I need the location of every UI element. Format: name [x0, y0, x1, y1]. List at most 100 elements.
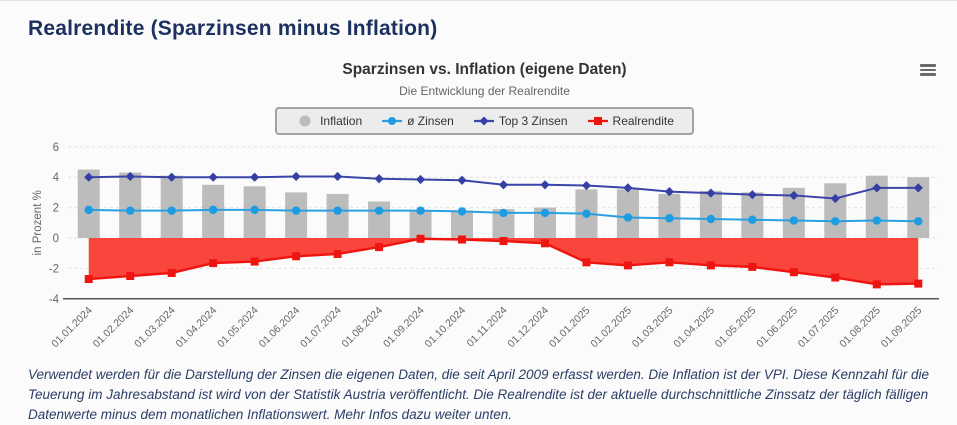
avg-zinsen-point[interactable] [872, 216, 881, 225]
realrendite-point[interactable] [499, 237, 508, 246]
top3-zinsen-point[interactable] [913, 183, 923, 193]
avg-zinsen-point[interactable] [789, 216, 799, 225]
chart-title: Sparzinsen vs. Inflation (eigene Daten) [342, 61, 627, 78]
realrendite-point[interactable] [748, 262, 757, 271]
top3-zinsen-point[interactable] [291, 171, 301, 182]
inflation-bar[interactable] [492, 209, 515, 238]
chart-description: Verwendet werden für die Darstellung der… [28, 367, 929, 422]
top3-zinsen-point[interactable] [332, 171, 343, 182]
legend-item-inflation[interactable]: Inflation [285, 112, 372, 130]
top3-zinsen-point[interactable] [872, 183, 882, 193]
avg-zinsen-point[interactable] [250, 205, 259, 215]
avg-zinsen-point[interactable] [374, 206, 384, 215]
x-tick-label: 01.07.2024 [298, 304, 344, 350]
inflation-bar[interactable] [285, 192, 308, 238]
top3-zinsen-point[interactable] [250, 172, 260, 182]
avg-zinsen-point[interactable] [665, 214, 674, 223]
top3-zinsen-point[interactable] [84, 172, 94, 182]
avg-zinsen-legend-marker-icon [382, 117, 403, 125]
avg-zinsen-point[interactable] [416, 206, 425, 215]
inflation-bar[interactable] [451, 210, 474, 238]
realrendite-point[interactable] [623, 261, 632, 270]
top3-zinsen-point[interactable] [789, 190, 799, 201]
realrendite-point[interactable] [416, 234, 425, 243]
top3-zinsen-point[interactable] [457, 175, 467, 185]
top3-zinsen-point[interactable] [747, 190, 757, 200]
avg-zinsen-point[interactable] [126, 206, 135, 215]
top3-zinsen-point[interactable] [540, 180, 550, 190]
realrendite-point[interactable] [914, 279, 923, 288]
avg-zinsen-point[interactable] [831, 217, 840, 226]
top3-zinsen-point[interactable] [706, 188, 716, 198]
series-avg-zinsen[interactable] [84, 205, 923, 226]
inflation-bar[interactable] [824, 183, 847, 238]
legend-item-realrendite[interactable]: Realrendite [578, 112, 684, 130]
x-tick-label: 01.06.2024 [257, 304, 303, 350]
inflation-bar[interactable] [907, 177, 930, 238]
avg-zinsen-point[interactable] [582, 209, 591, 218]
avg-zinsen-point[interactable] [333, 206, 342, 215]
avg-zinsen-point[interactable] [84, 205, 93, 215]
inflation-bar[interactable] [782, 187, 805, 238]
x-tick-label: 01.09.2024 [381, 304, 427, 350]
top3-zinsen-point[interactable] [830, 193, 840, 204]
chart-context-menu-button[interactable] [917, 60, 939, 78]
x-tick-label: 01.03.2025 [630, 304, 676, 350]
avg-zinsen-point[interactable] [540, 208, 550, 218]
avg-zinsen-point[interactable] [623, 213, 633, 222]
legend-item-avg-zinsen[interactable]: ø Zinsen [372, 112, 464, 130]
series-top3-zinsen[interactable] [84, 171, 923, 204]
avg-zinsen-point[interactable] [706, 214, 716, 224]
avg-zinsen-point[interactable] [291, 206, 301, 215]
realrendite-point[interactable] [540, 239, 549, 248]
inflation-bar[interactable] [865, 175, 888, 238]
top3-zinsen-point[interactable] [664, 187, 675, 197]
avg-zinsen-point[interactable] [208, 205, 218, 215]
top3-zinsen-point[interactable] [498, 180, 509, 190]
avg-zinsen-point[interactable] [457, 207, 467, 216]
x-tick-label: 01.04.2024 [174, 304, 220, 350]
avg-zinsen-point[interactable] [914, 217, 923, 226]
realrendite-point[interactable] [167, 268, 176, 277]
realrendite-point[interactable] [84, 275, 93, 284]
realrendite-point[interactable] [665, 258, 674, 267]
top3-zinsen-point[interactable] [374, 174, 384, 184]
top3-zinsen-point[interactable] [623, 183, 633, 193]
realrendite-point[interactable] [250, 257, 259, 266]
inflation-bar[interactable] [741, 192, 764, 238]
legend-item-top3-zinsen[interactable]: Top 3 Zinsen [464, 112, 578, 130]
avg-zinsen-point[interactable] [748, 215, 757, 224]
realrendite-point[interactable] [333, 249, 342, 258]
y-tick-label: 2 [53, 203, 59, 215]
top3-zinsen-point[interactable] [125, 171, 135, 182]
realrendite-point[interactable] [375, 243, 384, 252]
x-tick-label: 01.05.2024 [215, 304, 261, 350]
legend-label: ø Zinsen [407, 114, 454, 128]
top3-zinsen-point[interactable] [167, 172, 177, 182]
top3-zinsen-point[interactable] [208, 172, 218, 182]
avg-zinsen-point[interactable] [167, 206, 176, 215]
top3-zinsen-point[interactable] [581, 180, 592, 191]
avg-zinsen-point[interactable] [499, 208, 508, 218]
realrendite-point[interactable] [706, 261, 715, 270]
inflation-bar[interactable] [326, 193, 349, 238]
legend-label: Top 3 Zinsen [498, 114, 568, 128]
realrendite-point[interactable] [126, 272, 135, 280]
top3-zinsen-point[interactable] [415, 174, 426, 185]
realrendite-point[interactable] [789, 268, 798, 277]
realrendite-point[interactable] [458, 235, 467, 244]
realrendite-point[interactable] [831, 273, 840, 282]
realrendite-point[interactable] [872, 280, 881, 289]
inflation-bar[interactable] [77, 169, 100, 238]
chart-card: Sparzinsen vs. Inflation (eigene Daten) … [28, 55, 941, 361]
realrendite-point[interactable] [582, 258, 591, 267]
inflation-bar[interactable] [699, 190, 722, 238]
series-realrendite-area[interactable] [84, 234, 923, 289]
inflation-bar[interactable] [409, 210, 432, 238]
inflation-bar[interactable] [533, 207, 556, 238]
realrendite-point[interactable] [209, 259, 218, 268]
inflation-bar[interactable] [119, 172, 142, 238]
series-inflation-bars[interactable] [77, 169, 930, 238]
realrendite-point[interactable] [292, 252, 301, 261]
